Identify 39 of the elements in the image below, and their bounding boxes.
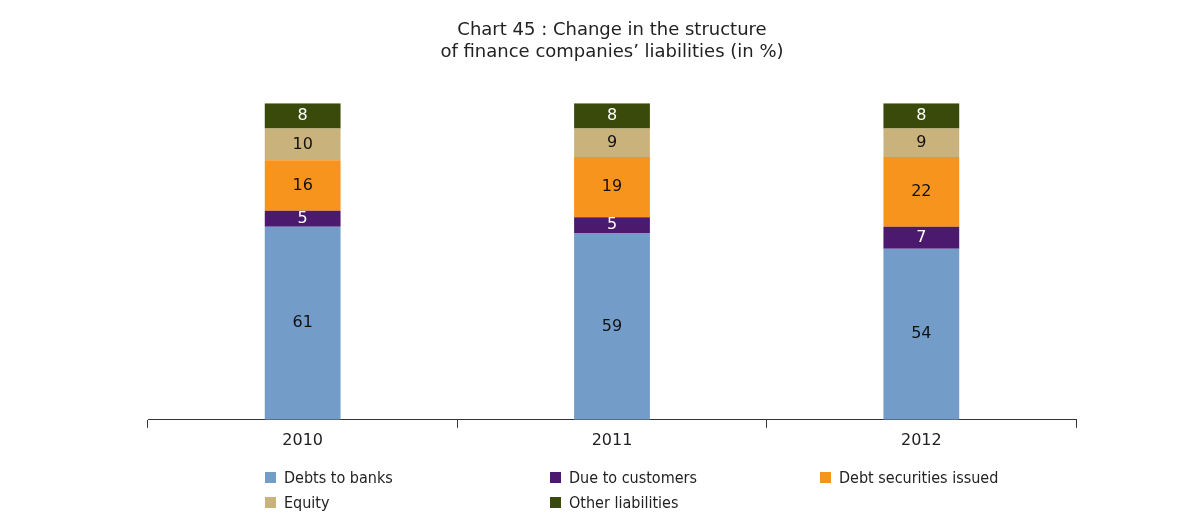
x-tick-label: 2010 bbox=[282, 429, 324, 449]
data-label: 22 bbox=[911, 181, 932, 200]
bar bbox=[264, 226, 341, 420]
data-label: 9 bbox=[606, 131, 618, 151]
data-label: 8 bbox=[606, 105, 618, 125]
data-label: 61 bbox=[292, 312, 313, 332]
bar bbox=[574, 217, 650, 234]
bar bbox=[883, 128, 960, 158]
legend-label: Debts to banks bbox=[284, 468, 393, 487]
data-label: 8 bbox=[916, 105, 927, 125]
data-label: 5 bbox=[606, 214, 618, 234]
legend-label: Due to customers bbox=[569, 468, 697, 487]
legend-label: Debt securities issued bbox=[839, 468, 999, 487]
legend-label: Other liabilities bbox=[569, 493, 679, 512]
data-label: 59 bbox=[601, 315, 623, 335]
bar bbox=[883, 103, 960, 129]
x-tick-label: 2012 bbox=[900, 429, 942, 449]
bar bbox=[264, 128, 341, 161]
bar bbox=[574, 157, 650, 218]
data-label: 10 bbox=[292, 133, 313, 153]
bar bbox=[264, 210, 341, 227]
bar bbox=[883, 157, 960, 227]
data-label: 9 bbox=[916, 131, 927, 151]
bar bbox=[574, 128, 650, 158]
bar bbox=[574, 103, 650, 129]
bar bbox=[264, 103, 341, 129]
x-tick-label: 2011 bbox=[591, 429, 633, 449]
data-label: 19 bbox=[601, 176, 623, 196]
data-label: 54 bbox=[911, 323, 932, 343]
data-label: 7 bbox=[916, 226, 927, 246]
data-label: 8 bbox=[297, 105, 308, 125]
data-label: 16 bbox=[292, 174, 313, 194]
bar bbox=[883, 226, 960, 249]
chart-title: Chart 45 : Change in the structure of finance companies’ liabilities (in %) bbox=[440, 18, 784, 62]
bar bbox=[574, 233, 650, 420]
data-label: 5 bbox=[297, 207, 308, 227]
bar bbox=[883, 248, 960, 420]
bar bbox=[264, 160, 341, 211]
legend-label: Equity bbox=[284, 493, 330, 512]
